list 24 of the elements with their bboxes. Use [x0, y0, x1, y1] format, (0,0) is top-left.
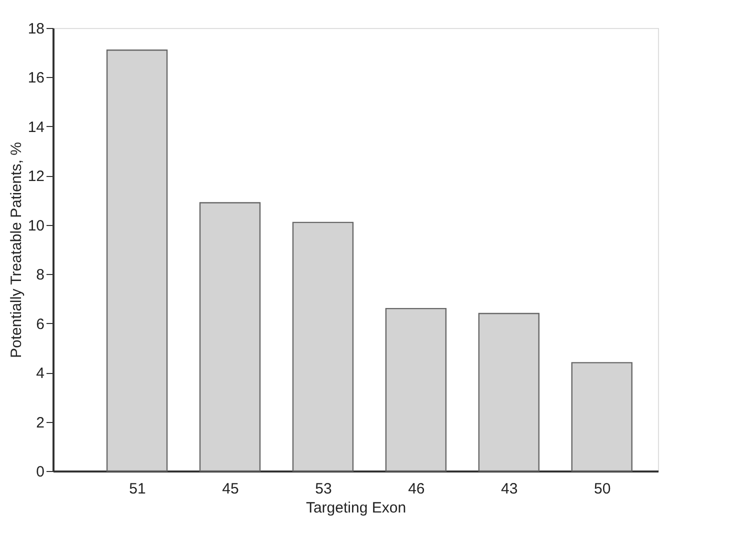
y-axis-title: Potentially Treatable Patients, % [8, 142, 25, 358]
y-tick-label: 4 [36, 365, 44, 382]
x-tick-label: 43 [501, 480, 518, 498]
y-tick-label: 8 [36, 266, 44, 284]
y-tick-label: 0 [36, 464, 44, 480]
y-tick-label: 10 [28, 217, 44, 234]
y-tick-label: 18 [28, 20, 44, 38]
x-tick-label: 45 [222, 480, 239, 498]
bar [385, 308, 447, 472]
x-tick-label: 53 [315, 480, 332, 498]
bar [571, 362, 632, 472]
y-tick-label: 16 [28, 70, 44, 87]
y-tick-label: 12 [28, 168, 44, 186]
y-tick-label: 6 [36, 316, 44, 333]
x-tick-label: 51 [129, 480, 146, 498]
x-axis-title: Targeting Exon [306, 500, 406, 516]
y-tick-label: 14 [28, 118, 44, 136]
y-tick-label: 2 [36, 414, 44, 432]
bar [292, 222, 354, 472]
bar [106, 50, 168, 472]
x-tick-label: 50 [594, 480, 611, 498]
bar [199, 202, 261, 472]
bar [478, 312, 540, 472]
x-tick-label: 46 [408, 480, 425, 498]
